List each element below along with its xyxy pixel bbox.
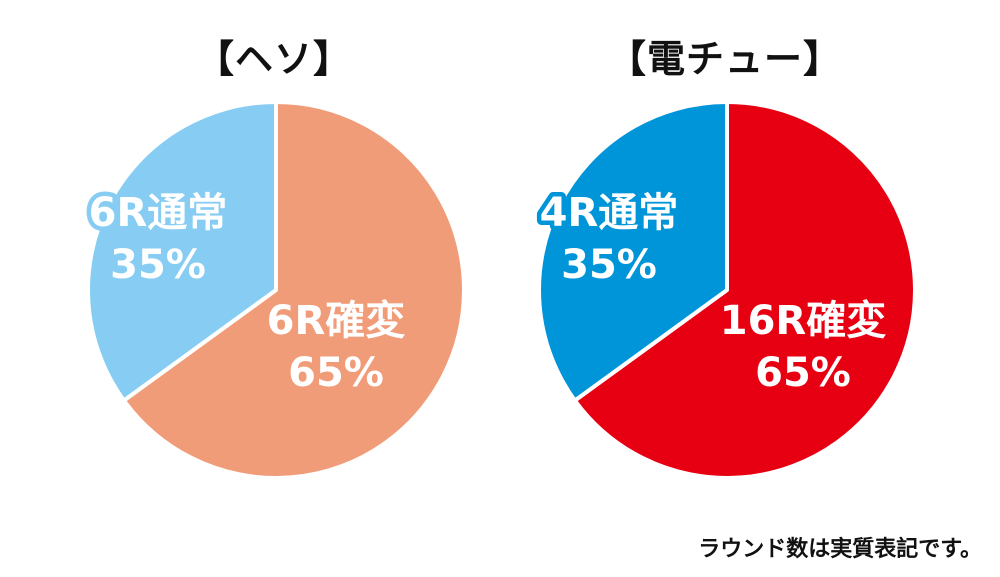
footnote: ラウンド数は実質表記です。 [698,537,982,562]
right-slice-1-label-percent: 35% [561,242,657,288]
right-pie-chart: 16R確変 65% 4R通常 35% [535,100,917,480]
right-slice-0-label-name: 16R確変 [720,298,886,344]
left-chart-title: 【ヘソ】 [195,37,352,81]
left-slice-1-label-name: 6R通常 [89,190,228,236]
left-pie-slice-0 [121,100,466,480]
right-pie-slice-0 [572,100,917,480]
left-slice-0-label-name: 6R確変 [267,298,406,344]
left-slice-0-label-percent: 65% [288,350,384,396]
left-pie-slice-1 [86,100,278,403]
left-slice-1-label-percent: 35% [110,242,206,288]
right-slice-0-label-percent: 65% [755,350,851,396]
right-chart-title: 【電チュー】 [607,37,842,81]
left-pie-chart: 6R確変 65% 6R通常 35% [84,100,466,480]
right-slice-1-label-name: 4R通常 [540,190,679,236]
right-pie-slice-1 [537,100,729,403]
